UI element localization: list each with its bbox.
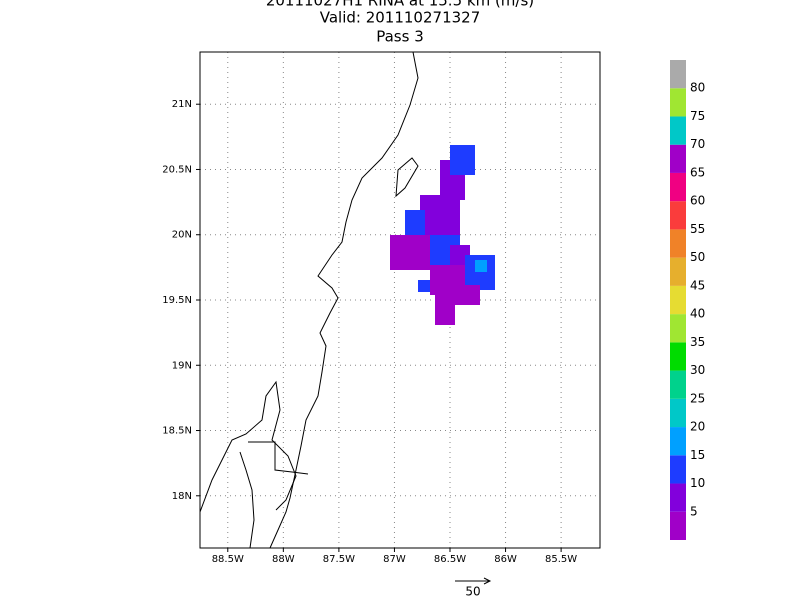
wind-cell: [390, 235, 435, 270]
colorbar-box: [670, 314, 686, 343]
grid: [200, 52, 600, 548]
wind-cell: [475, 260, 487, 272]
x-tick-label: 88W: [272, 554, 295, 565]
wind-cell: [455, 285, 480, 305]
wind-cell: [418, 280, 430, 292]
colorbar-label: 75: [690, 109, 705, 123]
colorbar-label: 60: [690, 194, 705, 208]
title-line: Valid: 201110271327: [320, 9, 481, 27]
wind-cell: [420, 195, 460, 240]
colorbar-box: [670, 342, 686, 371]
y-tick-label: 19.5N: [162, 295, 192, 306]
colorbar: 5 10 15 20 25 30 35 40 45 50 55 60 65 70 75 80: [670, 60, 705, 540]
vector-scale-label: 50: [465, 585, 480, 599]
wind-cell: [450, 145, 475, 175]
x-tick-label: 87W: [383, 554, 406, 565]
colorbar-box: [670, 144, 686, 173]
colorbar-box: [670, 88, 686, 117]
colorbar-label: 50: [690, 250, 705, 264]
colorbar-box: [670, 172, 686, 202]
colorbar-label: 5: [690, 504, 698, 518]
title-line: Pass 3: [376, 28, 424, 46]
colorbar-box: [670, 370, 686, 399]
colorbar-label: 70: [690, 137, 705, 151]
wind-field: [390, 145, 495, 325]
colorbar-box: [670, 285, 686, 315]
colorbar-label: 25: [690, 391, 705, 405]
colorbar-box: [670, 398, 686, 428]
colorbar-label: 20: [690, 420, 705, 434]
wind-cell: [435, 295, 455, 325]
colorbar-box: [670, 483, 686, 512]
colorbar-label: 10: [690, 476, 705, 490]
colorbar-label: 45: [690, 278, 705, 292]
colorbar-box: [670, 60, 686, 89]
colorbar-box: [670, 257, 686, 286]
colorbar-box: [670, 511, 686, 540]
title-line: 20111027H1 RINA at 15.5 km (m/s): [266, 0, 534, 10]
colorbar-box: [670, 201, 686, 230]
colorbar-label: 40: [690, 307, 705, 321]
wind-cell: [405, 210, 425, 240]
x-tick-label: 86.5W: [434, 554, 466, 565]
colorbar-box: [670, 455, 686, 484]
y-tick-label: 18N: [172, 491, 192, 502]
coastline: [199, 51, 419, 549]
colorbar-label: 15: [690, 448, 705, 462]
x-tick-label: 86W: [494, 554, 517, 565]
colorbar-label: 35: [690, 335, 705, 349]
y-tick-label: 19N: [172, 360, 192, 371]
y-tick-label: 20N: [172, 230, 192, 241]
colorbar-label: 65: [690, 165, 705, 179]
colorbar-label: 80: [690, 81, 705, 95]
x-tick-label: 87.5W: [323, 554, 355, 565]
y-tick-label: 18.5N: [162, 426, 192, 437]
x-tick-label: 85.5W: [545, 554, 577, 565]
y-tick-label: 21N: [172, 99, 192, 110]
y-tick-label: 20.5N: [162, 164, 192, 175]
x-tick-label: 88.5W: [212, 554, 244, 565]
colorbar-label: 30: [690, 363, 705, 377]
colorbar-box: [670, 229, 686, 258]
colorbar-box: [670, 427, 686, 456]
colorbar-box: [670, 116, 686, 145]
vector-scale-arrowhead: [483, 577, 492, 585]
colorbar-label: 55: [690, 222, 705, 236]
